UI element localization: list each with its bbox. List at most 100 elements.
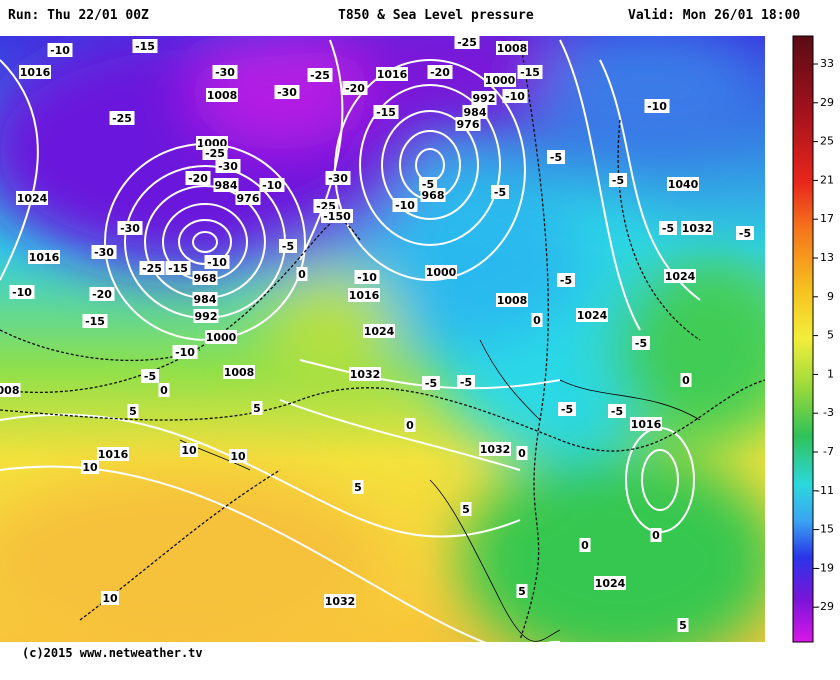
label-box [348, 288, 380, 302]
map-label: 1032 [325, 595, 356, 608]
colorbar-tick-label: 13 [820, 251, 834, 264]
map-label: 1000 [485, 74, 516, 87]
label-box [342, 81, 368, 95]
colorbar-tick-label: 5 [827, 329, 834, 342]
label-box [204, 255, 230, 269]
label-box [516, 584, 528, 598]
label-box [215, 159, 241, 173]
map-label: 1016 [377, 68, 408, 81]
map-label: -30 [120, 222, 140, 235]
label-box [404, 418, 416, 432]
label-box [455, 117, 481, 131]
map-label: 0 [406, 419, 414, 432]
map-label: -10 [175, 346, 195, 359]
label-box [516, 446, 528, 460]
map-label: 992 [473, 92, 496, 105]
map-label: 984 [194, 293, 217, 306]
label-box [484, 73, 516, 87]
label-box [392, 198, 418, 212]
label-box [608, 404, 626, 418]
map-label: 5 [253, 402, 261, 415]
valid-label: Valid: Mon 26/01 18:00 [628, 8, 801, 23]
map-label: 1000 [426, 266, 457, 279]
map-label: -5 [739, 227, 751, 240]
label-box [460, 502, 472, 516]
label-box [172, 345, 198, 359]
label-box [650, 528, 662, 542]
label-box [279, 239, 297, 253]
footer: (c)2015 www.netweather.tv [22, 646, 203, 660]
map-label: 0 [160, 384, 168, 397]
map-label: 10 [82, 461, 98, 474]
map-label: -150 [323, 210, 351, 223]
label-box [321, 209, 353, 223]
map-label: -5 [611, 405, 623, 418]
map-label: 1016 [29, 251, 60, 264]
label-box [644, 99, 670, 113]
map-label: -25 [457, 36, 477, 49]
label-box [0, 383, 21, 397]
map-label: -5 [662, 222, 674, 235]
label-box [373, 105, 399, 119]
label-box [680, 373, 692, 387]
label-box [16, 191, 48, 205]
label-box [420, 188, 446, 202]
map-label: 1000 [206, 331, 237, 344]
colorbar-tick-label: -29 [816, 600, 834, 613]
colorbar-tick-label: 29 [820, 96, 834, 109]
map-label: -5 [460, 376, 472, 389]
label-box [235, 191, 261, 205]
label-box [471, 91, 497, 105]
label-box [192, 292, 218, 306]
label-box [479, 442, 511, 456]
map-label: 1008 [497, 42, 528, 55]
label-box [251, 401, 263, 415]
map-label: 992 [195, 310, 218, 323]
map-label: -5 [612, 174, 624, 187]
map-label: 984 [464, 106, 487, 119]
map-label: 968 [194, 272, 217, 285]
map-label: -15 [85, 315, 105, 328]
map-label: 1016 [631, 418, 662, 431]
label-box [363, 324, 395, 338]
colorbar-tick-label: 17 [820, 212, 834, 225]
map-label: 0 [581, 539, 589, 552]
label-box [91, 245, 117, 259]
map-label: 1024 [595, 577, 626, 590]
colorbar-tick-label: 21 [820, 173, 834, 186]
label-box [28, 250, 60, 264]
colorbar [792, 35, 814, 643]
run-label: Run: Thu 22/01 00Z [8, 8, 149, 23]
label-box [223, 365, 255, 379]
map-label: 1016 [20, 66, 51, 79]
label-box [192, 271, 218, 285]
map-label: 984 [215, 179, 238, 192]
map-label: -25 [112, 112, 132, 125]
label-box [81, 460, 99, 474]
label-box [89, 287, 115, 301]
label-box [419, 177, 437, 191]
label-box [325, 171, 351, 185]
map-label: -30 [215, 66, 235, 79]
map-label: -20 [92, 288, 112, 301]
label-box [117, 221, 143, 235]
map-label: 1016 [98, 448, 129, 461]
map-label: 1024 [665, 270, 696, 283]
map-label: -25 [205, 147, 225, 160]
map-label: 1040 [668, 178, 699, 191]
label-box [307, 68, 333, 82]
label-box [632, 336, 650, 350]
map-label: -10 [262, 179, 282, 192]
label-box [19, 65, 51, 79]
map-label: -25 [142, 262, 162, 275]
map-label: 0 [682, 374, 690, 387]
map-label: 0 [298, 268, 306, 281]
label-box [594, 576, 626, 590]
map-label: 5 [129, 405, 137, 418]
map-label: -5 [425, 377, 437, 390]
label-box [296, 267, 308, 281]
label-box [47, 43, 73, 57]
label-box [736, 226, 754, 240]
label-box [213, 178, 239, 192]
